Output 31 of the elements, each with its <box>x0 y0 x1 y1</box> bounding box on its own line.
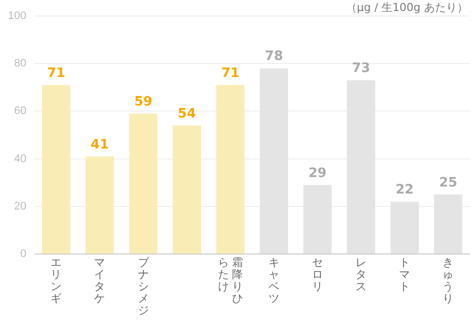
y-tick-label: 40 <box>14 152 26 165</box>
data-label: 78 <box>264 49 284 64</box>
x-tick-label: ブナシメジ <box>137 256 150 317</box>
x-tick-label: キャベツ <box>268 256 280 305</box>
y-tick-label: 80 <box>14 58 26 70</box>
data-label: 59 <box>134 94 152 110</box>
data-label: 73 <box>352 61 370 76</box>
bar <box>216 85 245 254</box>
bar <box>129 114 158 254</box>
text: （μg / 生100g あたり） <box>346 0 468 15</box>
data-label: 25 <box>439 175 458 190</box>
y-tick-label: 0 <box>20 248 26 260</box>
x-tick-label: セロリ <box>312 256 324 293</box>
y-tick-label: 60 <box>14 105 26 118</box>
y-tick-label: 20 <box>14 200 26 212</box>
bar <box>86 156 114 254</box>
x-tick-label: トマト <box>398 256 411 293</box>
data-label: 54 <box>178 106 196 122</box>
x-tick-label: きゅうり <box>442 256 454 305</box>
bar <box>172 125 201 254</box>
data-label: 29 <box>308 166 327 181</box>
category-label: 霜降りひらたけ <box>218 256 243 305</box>
x-tick-label: マイタケ <box>94 256 106 305</box>
data-label: 71 <box>47 66 66 81</box>
bar <box>42 85 70 254</box>
x-tick-label: レタス <box>355 256 368 293</box>
x-tick-label: エリンギ <box>50 256 62 305</box>
data-label: 22 <box>396 182 414 198</box>
y-tick-label: 100 <box>8 10 26 22</box>
data-label: 41 <box>90 137 109 152</box>
data-label: 71 <box>221 66 240 81</box>
